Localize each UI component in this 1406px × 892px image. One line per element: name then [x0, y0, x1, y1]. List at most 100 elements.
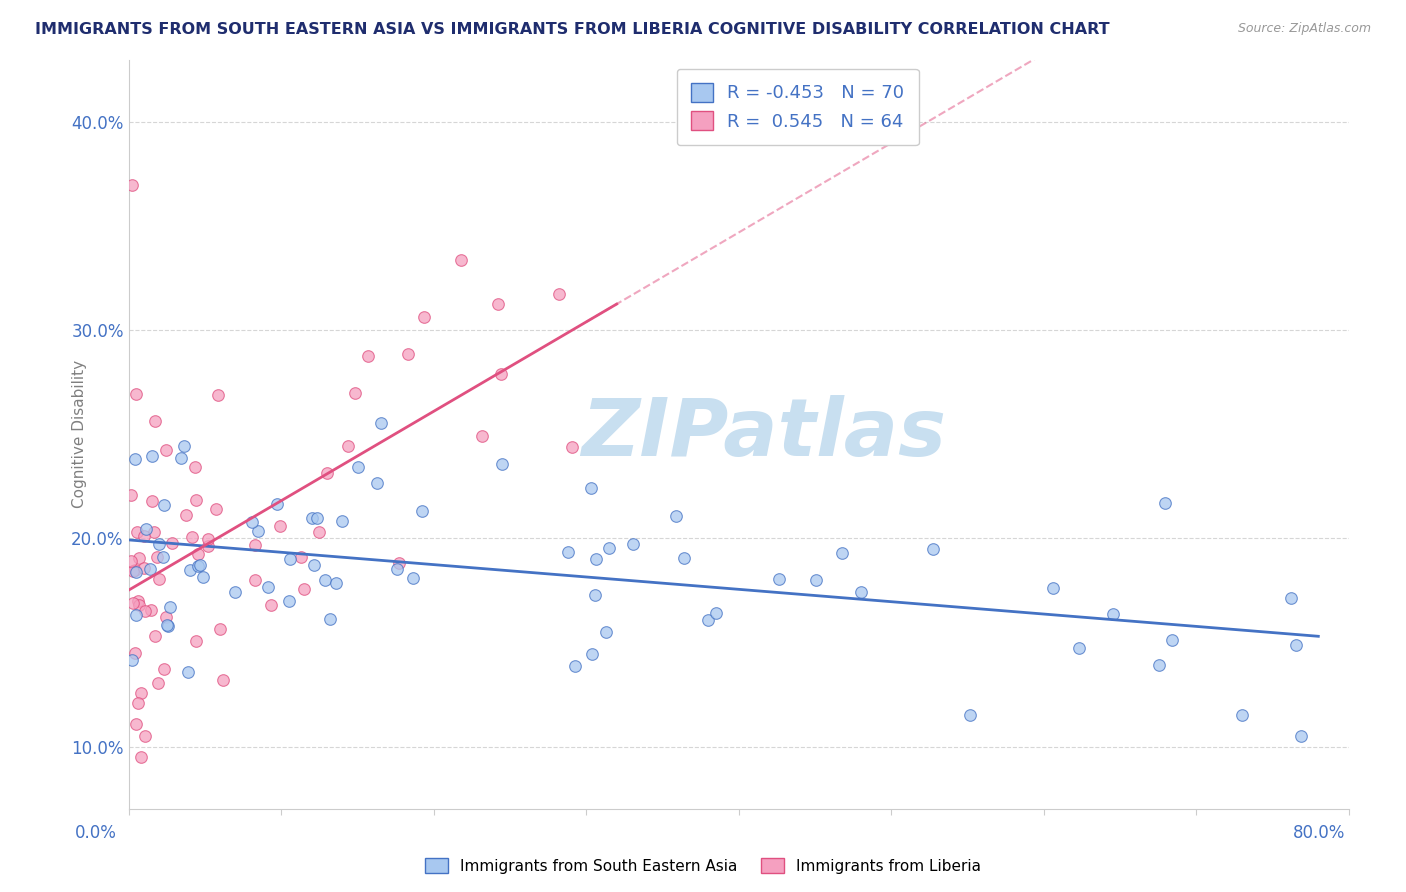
Point [411, 504, 433, 518]
Point [155, 442, 177, 457]
Point [959, 708, 981, 723]
Point [330, 514, 353, 528]
Point [153, 498, 176, 512]
Point [155, 610, 177, 624]
Point [370, 416, 392, 430]
Point [471, 429, 494, 443]
Point [125, 566, 148, 580]
Point [146, 675, 169, 690]
Point [124, 607, 146, 622]
Point [347, 460, 370, 475]
Point [224, 585, 246, 599]
Point [129, 686, 152, 700]
Point [621, 537, 644, 551]
Point [246, 524, 269, 538]
Point [413, 310, 436, 325]
Point [128, 598, 150, 612]
Point [768, 572, 790, 586]
Point [139, 562, 162, 576]
Point [179, 563, 201, 577]
Legend: R = -0.453   N = 70, R =  0.545   N = 64: R = -0.453 N = 70, R = 0.545 N = 64 [676, 69, 918, 145]
Point [173, 439, 195, 453]
Point [450, 252, 472, 267]
Point [127, 594, 149, 608]
Legend: Immigrants from South Eastern Asia, Immigrants from Liberia: Immigrants from South Eastern Asia, Immi… [419, 852, 987, 880]
Text: 80.0%: 80.0% [1292, 824, 1346, 842]
Point [491, 458, 513, 472]
Point [160, 535, 183, 549]
Point [388, 556, 411, 570]
Point [143, 414, 166, 428]
Point [366, 476, 388, 491]
Text: Source: ZipAtlas.com: Source: ZipAtlas.com [1237, 22, 1371, 36]
Point [124, 452, 146, 467]
Point [170, 451, 193, 466]
Point [240, 515, 263, 529]
Point [176, 508, 198, 522]
Point [595, 625, 617, 640]
Point [315, 466, 337, 480]
Point [122, 564, 145, 578]
Text: Cognitive Disability: Cognitive Disability [72, 360, 87, 508]
Point [278, 552, 301, 566]
Point [301, 511, 323, 525]
Point [181, 530, 204, 544]
Point [184, 634, 207, 648]
Point [579, 481, 602, 495]
Point [148, 537, 170, 551]
Point [266, 497, 288, 511]
Point [1042, 581, 1064, 595]
Point [337, 439, 360, 453]
Point [124, 563, 146, 577]
Point [187, 559, 209, 574]
Point [143, 629, 166, 643]
Point [277, 593, 299, 607]
Point [197, 532, 219, 546]
Point [486, 297, 509, 311]
Point [357, 350, 380, 364]
Point [134, 729, 156, 743]
Point [145, 550, 167, 565]
Point [307, 511, 329, 525]
Point [132, 529, 155, 543]
Point [491, 368, 513, 382]
Point [402, 572, 425, 586]
Point [207, 388, 229, 402]
Point [135, 522, 157, 536]
Point [124, 646, 146, 660]
Point [156, 618, 179, 632]
Point [1279, 591, 1302, 605]
Point [197, 539, 219, 553]
Point [673, 551, 696, 566]
Point [186, 547, 208, 561]
Point [211, 673, 233, 687]
Point [208, 622, 231, 636]
Point [1161, 632, 1184, 647]
Point [325, 575, 347, 590]
Point [319, 612, 342, 626]
Point [1230, 708, 1253, 723]
Point [128, 551, 150, 566]
Point [245, 538, 267, 552]
Point [193, 570, 215, 584]
Point [1285, 638, 1308, 652]
Point [704, 607, 727, 621]
Point [547, 286, 569, 301]
Point [581, 647, 603, 661]
Point [134, 603, 156, 617]
Point [922, 542, 945, 557]
Point [1147, 657, 1170, 672]
Point [184, 459, 207, 474]
Point [127, 696, 149, 710]
Point [177, 665, 200, 679]
Point [152, 550, 174, 565]
Point [141, 450, 163, 464]
Point [121, 178, 143, 192]
Point [851, 585, 873, 599]
Point [159, 599, 181, 614]
Point [127, 525, 149, 540]
Point [292, 582, 315, 596]
Point [139, 603, 162, 617]
Text: IMMIGRANTS FROM SOUTH EASTERN ASIA VS IMMIGRANTS FROM LIBERIA COGNITIVE DISABILI: IMMIGRANTS FROM SOUTH EASTERN ASIA VS IM… [35, 22, 1109, 37]
Point [314, 573, 336, 587]
